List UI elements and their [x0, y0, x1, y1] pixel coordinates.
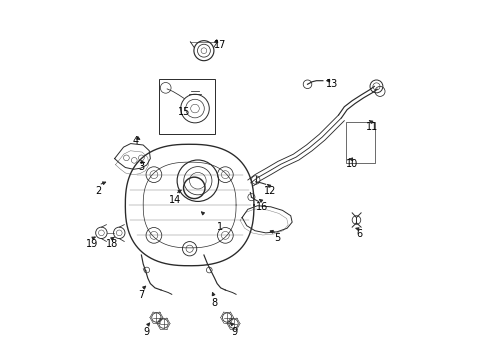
- Text: 11: 11: [366, 122, 378, 132]
- Text: 14: 14: [169, 195, 181, 204]
- Text: 10: 10: [346, 159, 358, 169]
- Text: 2: 2: [96, 186, 101, 196]
- Text: 18: 18: [106, 239, 118, 249]
- Text: 8: 8: [212, 298, 218, 308]
- Text: 5: 5: [274, 233, 280, 243]
- Text: 12: 12: [264, 186, 276, 197]
- Text: 1: 1: [217, 222, 223, 232]
- Text: 9: 9: [144, 327, 150, 337]
- Text: 19: 19: [86, 239, 98, 249]
- Text: 3: 3: [138, 162, 145, 172]
- Text: 4: 4: [133, 136, 139, 147]
- Text: 6: 6: [356, 229, 363, 239]
- Bar: [159, 79, 215, 134]
- Bar: [346, 122, 375, 163]
- Text: 13: 13: [326, 79, 339, 89]
- Text: 17: 17: [214, 40, 226, 50]
- Text: 15: 15: [178, 107, 191, 117]
- Text: 9: 9: [231, 327, 237, 337]
- Text: 7: 7: [138, 290, 145, 300]
- Text: 16: 16: [256, 202, 268, 212]
